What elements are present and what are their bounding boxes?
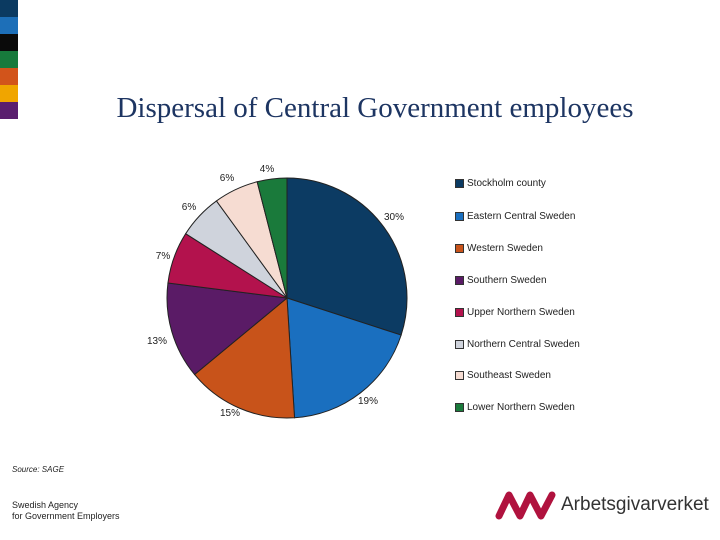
legend-label: Upper Northern Sweden [467, 307, 575, 318]
legend-label: Lower Northern Sweden [467, 402, 575, 413]
legend-swatch [455, 371, 464, 380]
slice-label: 13% [147, 336, 167, 347]
agency-name: Swedish Agency for Government Employers [12, 500, 120, 522]
legend-item: Upper Northern Sweden [455, 307, 575, 318]
stripe-3 [0, 34, 18, 51]
legend-label: Southern Sweden [467, 275, 547, 286]
legend-label: Western Sweden [467, 243, 543, 254]
pie-slice [166, 282, 289, 376]
stripe-4 [0, 51, 18, 68]
agency-line-2: for Government Employers [12, 511, 120, 521]
legend-item: Northern Central Sweden [455, 339, 580, 350]
slice-label: 19% [358, 396, 378, 407]
slice-label: 6% [182, 202, 197, 213]
stripe-7 [0, 102, 18, 119]
legend-swatch [455, 308, 464, 317]
legend-swatch [455, 244, 464, 253]
pie-slice [286, 297, 402, 419]
legend-item: Southeast Sweden [455, 370, 551, 381]
legend-swatch [455, 179, 464, 188]
legend-item: Eastern Central Sweden [455, 211, 575, 222]
pie-slice [256, 177, 288, 299]
legend-swatch [455, 276, 464, 285]
legend-label: Northern Central Sweden [467, 339, 580, 350]
legend-item: Stockholm county [455, 178, 546, 189]
legend-label: Eastern Central Sweden [467, 211, 576, 222]
stripe-6 [0, 85, 18, 102]
legend-item: Lower Northern Sweden [455, 402, 575, 413]
legend-label: Stockholm county [467, 178, 546, 189]
page-title: Dispersal of Central Government employee… [116, 92, 634, 124]
stripe-2 [0, 17, 18, 34]
slice-label: 4% [260, 164, 275, 175]
pie-slice [193, 296, 296, 419]
logo-text: Arbetsgivarverket [561, 494, 709, 515]
logo: Arbetsgivarverket [495, 488, 709, 522]
stripe-5 [0, 68, 18, 85]
logo-mark-icon [495, 491, 556, 520]
legend-item: Southern Sweden [455, 275, 547, 286]
slice-label: 6% [220, 173, 235, 184]
legend-item: Western Sweden [455, 243, 543, 254]
legend-swatch [455, 403, 464, 412]
legend-label: Southeast Sweden [467, 370, 551, 381]
legend-swatch [455, 212, 464, 221]
legend-swatch [455, 340, 464, 349]
slice-label: 7% [156, 251, 171, 262]
agency-line-1: Swedish Agency [12, 500, 79, 510]
source-note: Source: SAGE [12, 465, 65, 474]
slice-label: 30% [384, 212, 404, 223]
pie-slice [286, 177, 408, 336]
slice-label: 15% [220, 408, 240, 419]
stripe-1 [0, 0, 18, 17]
